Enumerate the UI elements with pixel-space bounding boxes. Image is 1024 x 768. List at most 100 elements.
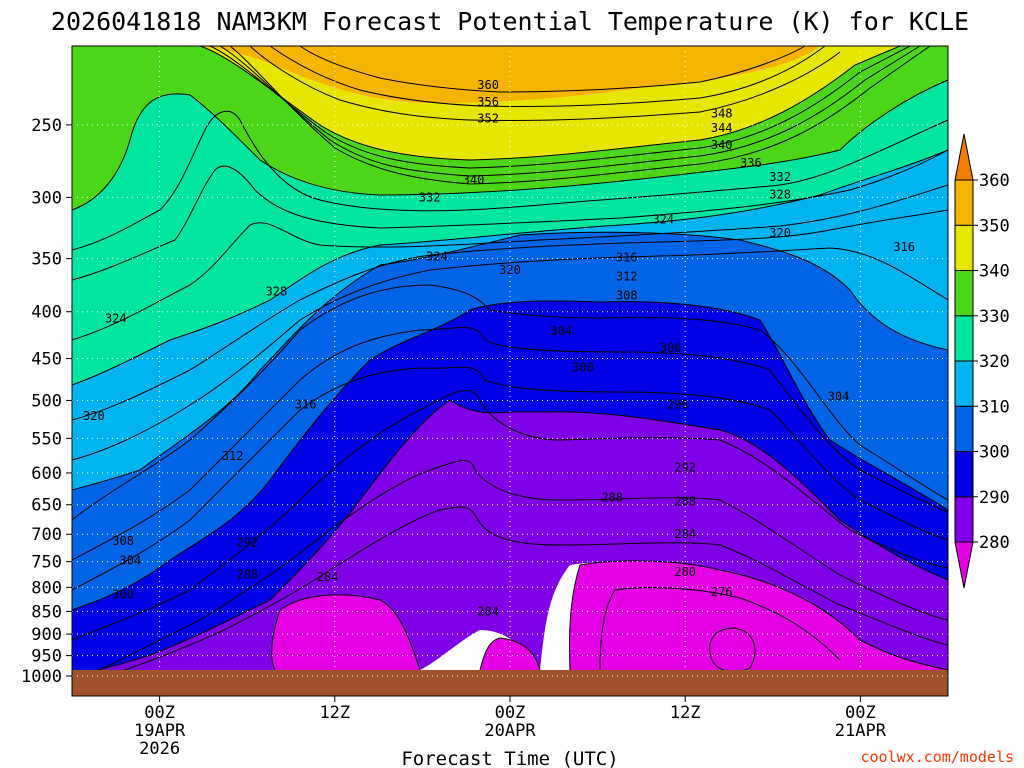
colorbar-label: 340 (979, 262, 1010, 282)
colorbar-bin (954, 360, 974, 407)
contour-value-label: 300 (572, 360, 594, 374)
colorbar-label: 310 (979, 397, 1010, 417)
contour-value-label: 348 (711, 107, 733, 121)
contour-value-label: 300 (112, 588, 134, 602)
contour-value-label: 324 (652, 212, 674, 226)
chart-title: 2026041818 NAM3KM Forecast Potential Tem… (51, 7, 969, 36)
x-tick-label: 12Z (670, 703, 701, 723)
contour-value-label: 284 (317, 570, 339, 584)
contour-value-label: 320 (83, 409, 105, 423)
contour-value-label: 312 (616, 269, 638, 283)
y-tick-label: 400 (31, 303, 62, 323)
contour-line (299, 45, 806, 93)
contour-value-label: 316 (893, 240, 915, 254)
fill-band-violet (72, 400, 948, 675)
y-tick-label: 650 (31, 496, 62, 516)
y-tick-label: 850 (31, 602, 62, 622)
contour-value-label: 280 (674, 565, 696, 579)
x-axis-label: Forecast Time (UTC) (401, 748, 618, 768)
contour-value-label: 328 (769, 188, 791, 202)
contour-value-label: 360 (477, 78, 499, 92)
contour-line (71, 110, 949, 251)
contour-lines (71, 45, 949, 676)
contour-value-label: 336 (740, 156, 762, 170)
colorbar: 280 290 300 310 320 330 340 350 360 (954, 133, 1010, 589)
contour-value-label: 352 (477, 111, 499, 125)
contour-value-label: 288 (674, 495, 696, 509)
contour-value-label: 308 (112, 534, 134, 548)
contour-value-label: 308 (616, 289, 638, 303)
y-tick-label: 900 (31, 625, 62, 645)
contour-value-label: 316 (616, 251, 638, 265)
contour-value-label: 316 (295, 397, 317, 411)
contour-line (199, 45, 901, 161)
fill-band-mid-blue (72, 232, 948, 610)
x-tick-label: 00Z (144, 703, 175, 723)
y-tick-label: 600 (31, 464, 62, 484)
contour-line (89, 460, 949, 676)
contour-line (568, 560, 949, 671)
contour-line (71, 231, 949, 491)
x-tick-label: 00Z (845, 703, 876, 723)
colorbar-label: 320 (979, 352, 1010, 372)
contour-value-label: 292 (236, 536, 258, 550)
contour-value-label: 340 (711, 138, 733, 152)
colorbar-label: 290 (979, 488, 1010, 508)
colorbar-bin (954, 179, 974, 226)
colorbar-bin (954, 451, 974, 498)
y-tick-label: 250 (31, 116, 62, 136)
contour-value-label: 276 (711, 585, 733, 599)
contour-line (71, 149, 949, 386)
contour-value-label: 300 (660, 341, 682, 355)
y-axis: 250 300 350 400 450 500 550 600 650 700 750 800 850 9… (21, 116, 72, 687)
x-tick-label: 00Z (495, 703, 526, 723)
y-tick-label: 500 (31, 391, 62, 411)
colorbar-label: 360 (979, 171, 1010, 191)
contour-line (71, 247, 949, 461)
fill-band-deep-blue (72, 300, 948, 675)
fill-band-magenta (271, 560, 949, 670)
contour-line (71, 389, 949, 641)
contour-line (249, 45, 841, 122)
contour-line (269, 45, 826, 108)
contour-value-label: 288 (236, 568, 258, 582)
contour-value-label: 304 (550, 324, 572, 338)
colorbar-label: 330 (979, 307, 1010, 327)
x-tick-label: 20APR (484, 721, 536, 741)
x-tick-label: 21APR (835, 721, 887, 741)
contour-line (71, 284, 949, 521)
ground-surface (72, 670, 948, 696)
contour-value-label: 304 (828, 389, 850, 403)
contour-line (599, 587, 841, 671)
y-tick-label: 750 (31, 553, 62, 573)
contour-line (71, 79, 949, 211)
contour-value-label: 312 (222, 449, 244, 463)
contour-value-label: 324 (426, 249, 448, 263)
colorbar-bin (954, 496, 974, 543)
contour-line (209, 45, 911, 169)
contour-line (71, 184, 949, 341)
contour-value-label: 292 (674, 461, 696, 475)
colorbar-bin (954, 270, 974, 317)
contour-value-label: 288 (601, 490, 623, 504)
contour-line (71, 300, 949, 611)
x-tick-label: 2026 (139, 739, 180, 759)
contour-line (71, 366, 949, 591)
y-tick-label: 800 (31, 578, 62, 598)
contour-line (71, 399, 949, 676)
colorbar-arrow-top (954, 133, 974, 181)
colorbar-bin (954, 405, 974, 452)
contour-value-label: 296 (667, 397, 689, 411)
credit-link[interactable]: coolwx.com/models (860, 748, 1014, 766)
plot-area (72, 46, 949, 675)
contour-line (229, 45, 931, 185)
y-tick-label: 1000 (21, 667, 62, 687)
contour-line (71, 149, 949, 281)
contour-line (71, 209, 949, 421)
contour-value-label: 332 (419, 190, 441, 204)
contour-line (71, 327, 949, 561)
contour-line (109, 506, 949, 676)
